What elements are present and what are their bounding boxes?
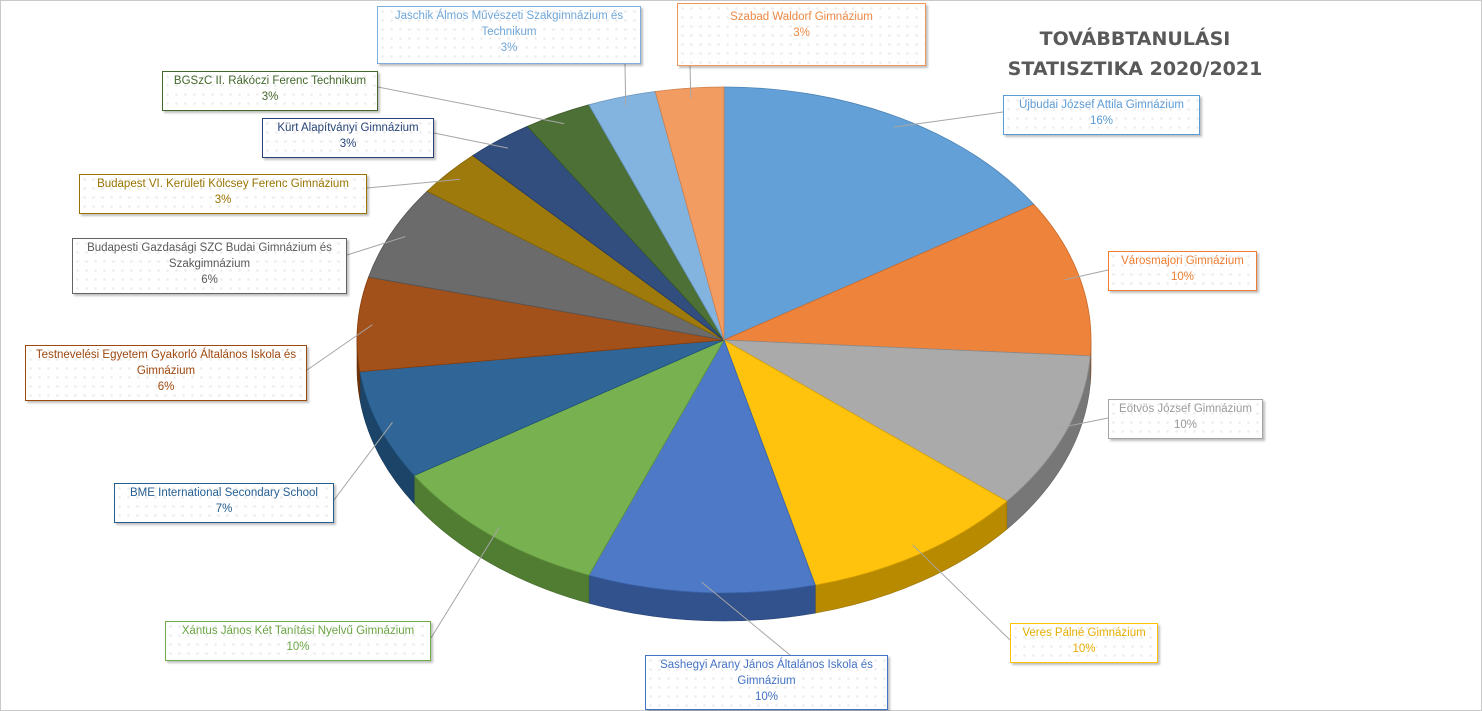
data-label-name: Eötvös József Gimnázium xyxy=(1119,403,1252,415)
leader-line-12 xyxy=(624,63,627,107)
data-label-varosmajori: Városmajori Gimnázium 10% xyxy=(1108,251,1257,291)
slice-4 xyxy=(588,339,816,594)
leader-line-11 xyxy=(377,86,565,125)
data-label-jaschik: Jaschik Álmos Művészeti Szakgimnázium és… xyxy=(377,6,641,64)
data-label-name: Veres Pálné Gimnázium xyxy=(1022,627,1146,639)
leader-line-4 xyxy=(701,582,791,656)
data-label-pct: 7% xyxy=(215,503,233,515)
data-label-pct: 3% xyxy=(500,42,518,54)
data-label-pct: 10% xyxy=(754,691,779,703)
data-label-pct: 6% xyxy=(201,274,218,286)
data-label-name: Budapest VI. Kerületi Kölcsey Ferenc Gim… xyxy=(97,178,349,190)
data-label-pct: 10% xyxy=(1170,271,1195,283)
data-label-xantus: Xántus János Két Tanítási Nyelvű Gimnázi… xyxy=(165,621,431,661)
data-label-ujbudai: Újbudai József Attila Gimnázium 16% xyxy=(1003,95,1200,135)
slice-8 xyxy=(367,190,725,341)
leader-line-0 xyxy=(893,111,1004,128)
data-label-name: Xántus János Két Tanítási Nyelvű Gimnázi… xyxy=(181,625,415,637)
data-label-pct: 16% xyxy=(1089,115,1114,127)
data-label-name: BGSzC II. Rákóczi Ferenc Technikum xyxy=(173,75,367,87)
leader-line-9 xyxy=(366,178,460,189)
leader-line-3 xyxy=(912,544,1011,641)
data-label-pct: 3% xyxy=(261,91,279,103)
data-label-name: Sashegyi Arany János Általános Iskola és… xyxy=(660,659,873,687)
slice-3 xyxy=(723,339,1008,586)
leader-lines xyxy=(306,63,1109,656)
data-label-name: Városmajori Gimnázium xyxy=(1121,255,1244,267)
data-label-budapesti-gazdasagi: Budapesti Gazdasági SZC Budai Gimnázium … xyxy=(72,238,347,294)
data-label-name: Budapesti Gazdasági SZC Budai Gimnázium … xyxy=(87,242,332,270)
data-label-kolcsey: Budapest VI. Kerületi Kölcsey Ferenc Gim… xyxy=(79,174,367,214)
data-label-pct: 3% xyxy=(339,138,357,150)
chart-title-line-1: TOVÁBBTANULÁSI xyxy=(1039,28,1231,50)
pie-sides xyxy=(356,339,1092,622)
data-label-pct: 10% xyxy=(286,641,310,653)
slice-0 xyxy=(723,86,1035,341)
slice-5 xyxy=(413,339,725,576)
data-label-pct: 10% xyxy=(1173,419,1198,431)
slice-2 xyxy=(723,339,1091,502)
data-label-pct: 3% xyxy=(214,194,232,206)
data-label-eotvos: Eötvös József Gimnázium 10% xyxy=(1108,399,1263,439)
data-label-name: Szabad Waldorf Gimnázium xyxy=(730,11,873,23)
data-label-name: Testnevelési Egyetem Gyakorló Általános … xyxy=(35,349,297,377)
data-label-name: Jaschik Álmos Művészeti Szakgimnázium és… xyxy=(394,10,624,38)
data-label-kurt: Kürt Alapítványi Gimnázium 3% xyxy=(262,118,434,158)
data-label-name: Kürt Alapítványi Gimnázium xyxy=(277,122,419,134)
data-label-sashegyi: Sashegyi Arany János Általános Iskola és… xyxy=(645,655,888,710)
leader-line-2 xyxy=(1051,417,1109,430)
leader-line-7 xyxy=(306,324,373,371)
slice-1 xyxy=(723,203,1092,357)
data-label-bme: BME International Secondary School 7% xyxy=(114,483,334,523)
leader-line-8 xyxy=(346,236,406,256)
data-label-testnevelesi: Testnevelési Egyetem Gyakorló Általános … xyxy=(25,345,307,401)
slice-7 xyxy=(356,276,725,373)
slice-6 xyxy=(359,339,725,477)
data-label-veres-palne: Veres Pálné Gimnázium 10% xyxy=(1010,623,1158,663)
leader-line-1 xyxy=(1065,269,1109,281)
data-label-name: BME International Secondary School xyxy=(130,487,318,499)
data-label-szabad-waldorf: Szabad Waldorf Gimnázium 3% xyxy=(677,3,926,66)
leader-line-5 xyxy=(430,526,500,639)
data-label-pct: 6% xyxy=(157,381,175,393)
data-label-rakoczi: BGSzC II. Rákóczi Ferenc Technikum 3% xyxy=(162,71,378,111)
chart-title: TOVÁBBTANULÁSI STATISZTIKA 2020/2021 xyxy=(990,24,1280,84)
data-label-name: Újbudai József Attila Gimnázium xyxy=(1019,99,1184,111)
leader-line-13 xyxy=(689,65,692,99)
slice-13 xyxy=(654,86,725,341)
leader-line-10 xyxy=(433,132,509,149)
data-label-pct: 3% xyxy=(793,27,810,39)
leader-line-6 xyxy=(333,421,393,501)
data-label-pct: 10% xyxy=(1072,643,1096,655)
chart-title-line-2: STATISZTIKA 2020/2021 xyxy=(1007,58,1263,80)
pie-top xyxy=(356,86,1092,594)
